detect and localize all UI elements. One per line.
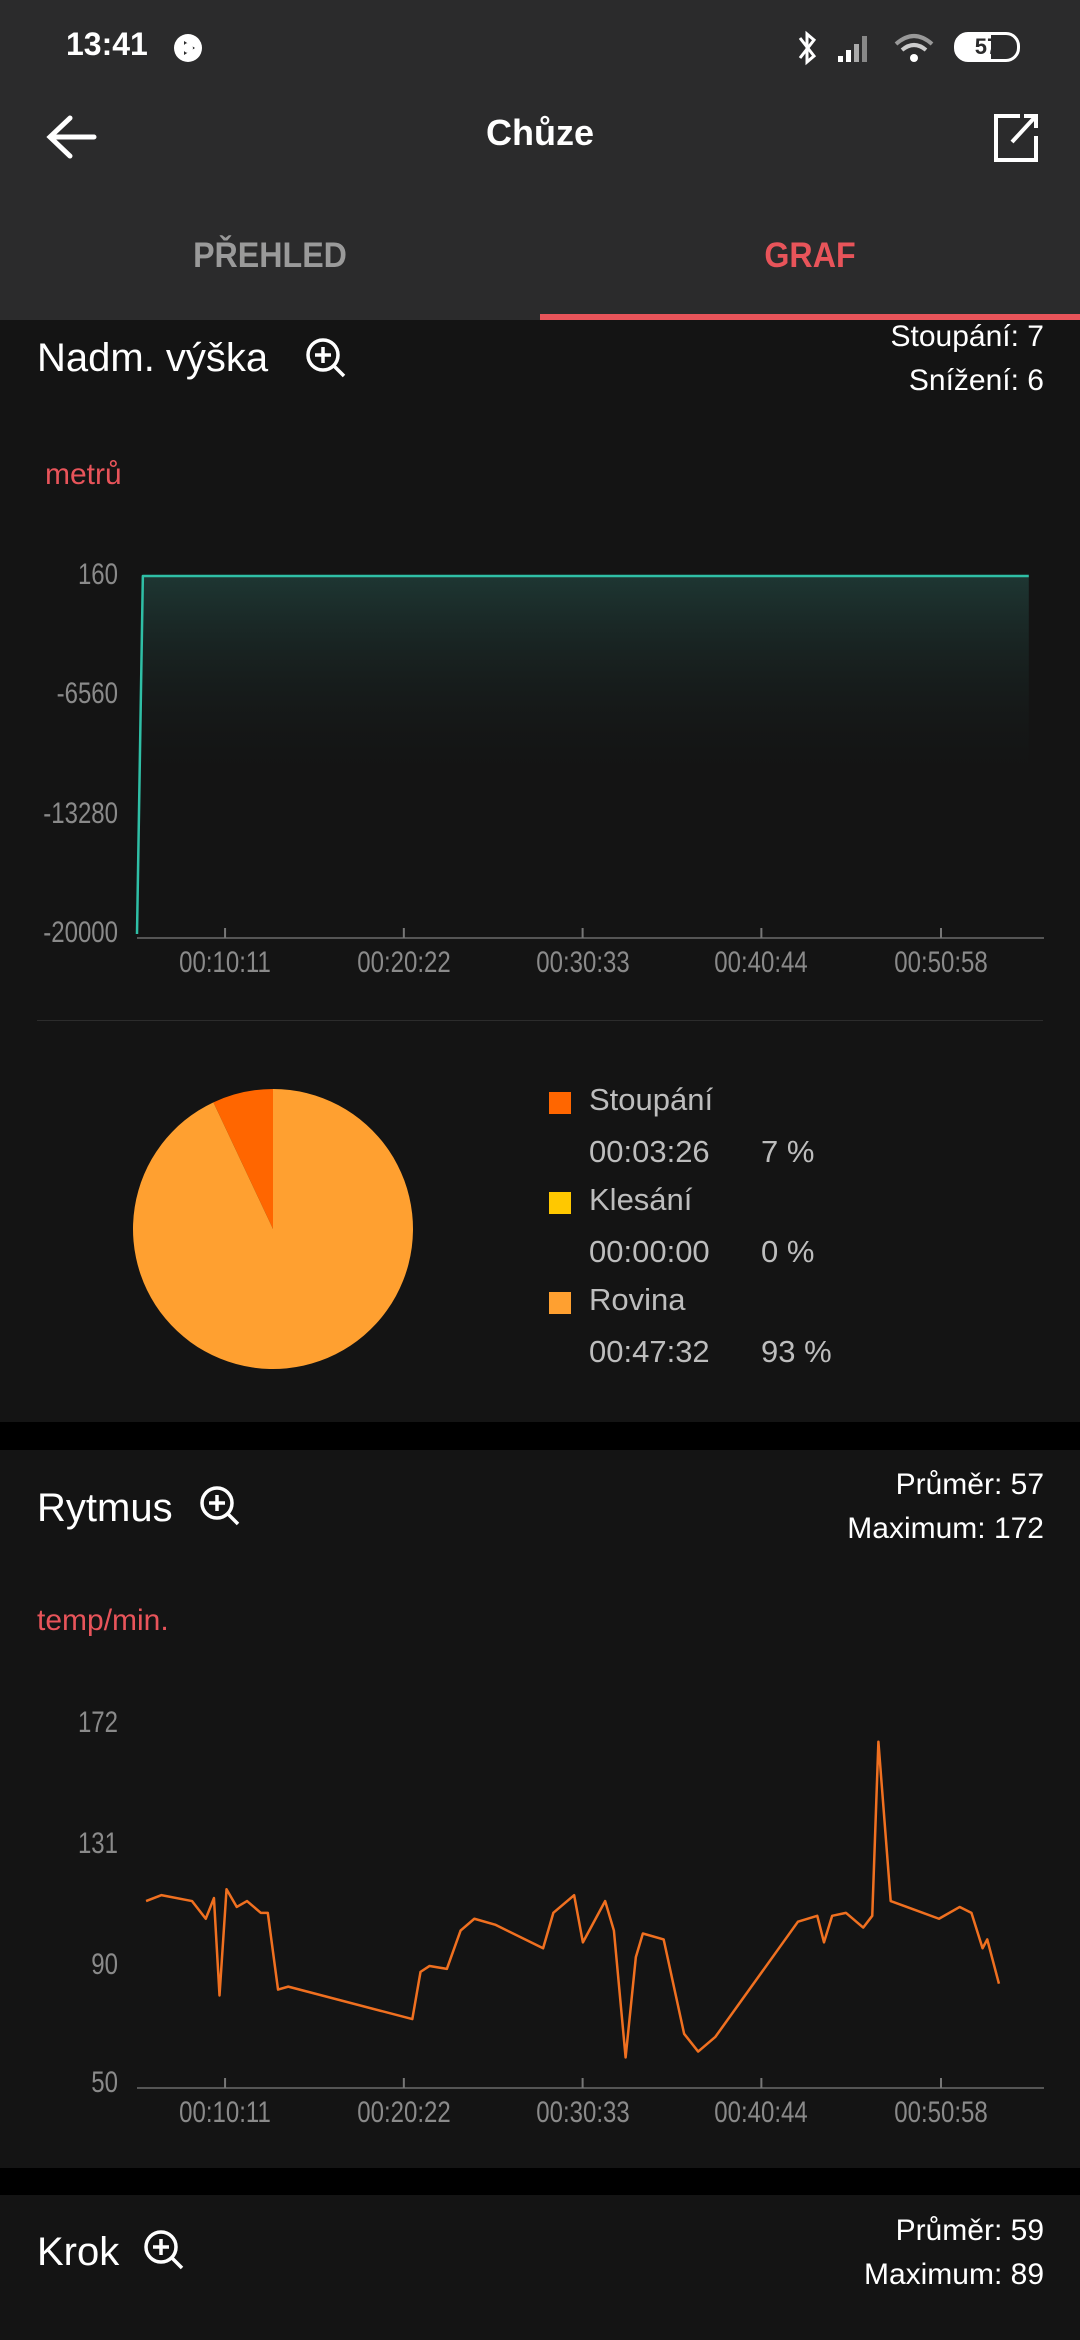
elevation-title: Nadm. výška bbox=[37, 336, 269, 380]
legend-swatch bbox=[549, 1092, 571, 1114]
series-line bbox=[145, 1740, 1001, 2059]
legend-label: Rovina bbox=[589, 1282, 686, 1317]
area-fill bbox=[142, 576, 1029, 934]
x-tick-label: 00:10:11 bbox=[179, 2096, 271, 2129]
x-tick-label: 00:30:33 bbox=[535, 946, 630, 979]
legend-percent: 7 % bbox=[761, 1134, 815, 1169]
elevation-ascent: Stoupání: 7 bbox=[890, 320, 1044, 353]
step-average: Průměr: 59 bbox=[895, 2214, 1044, 2247]
series-line bbox=[135, 574, 1029, 935]
battery-level: 57 bbox=[974, 34, 1000, 59]
tab-graf[interactable]: GRAF bbox=[764, 236, 856, 275]
legend-percent: 93 % bbox=[761, 1334, 832, 1369]
x-tick-label: 00:40:44 bbox=[714, 946, 809, 979]
legend-label: Klesání bbox=[589, 1182, 693, 1217]
arrow-left-icon[interactable] bbox=[44, 112, 100, 162]
signal-icon bbox=[838, 36, 867, 62]
y-tick-label: 160 bbox=[77, 558, 118, 591]
y-tick-label: 90 bbox=[91, 1947, 118, 1981]
x-tick-label: 00:30:33 bbox=[535, 2096, 630, 2129]
cadence-maximum: Maximum: 172 bbox=[847, 1512, 1044, 1545]
zoom-in-icon[interactable] bbox=[304, 336, 348, 382]
cadence-unit: temp/min. bbox=[37, 1604, 169, 1637]
step-title: Krok bbox=[37, 2230, 120, 2274]
status-time: 13:41 bbox=[66, 26, 148, 62]
cadence-title: Rytmus bbox=[37, 1486, 173, 1530]
cadence-average: Průměr: 57 bbox=[895, 1468, 1044, 1501]
divider bbox=[37, 1020, 1043, 1021]
zoom-in-icon[interactable] bbox=[198, 1484, 242, 1530]
share-external-icon[interactable] bbox=[990, 110, 1042, 166]
media-play-icon bbox=[174, 34, 202, 62]
x-tick-label: 00:50:58 bbox=[894, 2096, 988, 2129]
legend-time: 00:00:00 bbox=[589, 1234, 710, 1269]
legend-time: 00:47:32 bbox=[589, 1334, 710, 1369]
x-tick-label: 00:40:44 bbox=[714, 2096, 809, 2129]
page-title: Chůze bbox=[486, 112, 594, 153]
legend-label: Stoupání bbox=[589, 1082, 714, 1117]
x-tick-label: 00:20:22 bbox=[357, 2096, 451, 2129]
bluetooth-icon bbox=[798, 30, 817, 66]
y-tick-label: -13280 bbox=[43, 796, 119, 830]
x-tick-label: 00:50:58 bbox=[894, 946, 988, 979]
y-tick-label: 50 bbox=[91, 2066, 118, 2099]
zoom-in-icon[interactable] bbox=[142, 2228, 186, 2274]
y-tick-label: -6560 bbox=[56, 677, 118, 711]
legend-swatch bbox=[549, 1192, 571, 1214]
y-tick-label: 172 bbox=[77, 1706, 118, 1739]
elevation-unit: metrů bbox=[45, 458, 122, 491]
legend-time: 00:03:26 bbox=[589, 1134, 710, 1169]
app-header: 13:41 57 Chůze PŘEHLED GRAF bbox=[0, 0, 1080, 321]
battery-icon bbox=[954, 32, 1020, 62]
x-tick-label: 00:10:11 bbox=[179, 946, 271, 979]
y-tick-label: -20000 bbox=[43, 916, 119, 949]
x-tick-label: 00:20:22 bbox=[357, 946, 451, 979]
wifi-icon bbox=[894, 34, 934, 62]
legend-percent: 0 % bbox=[761, 1234, 815, 1269]
pie-slice-rovina bbox=[132, 1089, 413, 1370]
active-tab-indicator bbox=[540, 314, 1080, 321]
tab-prehled[interactable]: PŘEHLED bbox=[193, 236, 347, 275]
y-tick-label: 131 bbox=[77, 1826, 118, 1860]
elevation-descent: Snížení: 6 bbox=[908, 364, 1044, 397]
pie-slice-stoupání bbox=[213, 1089, 273, 1229]
legend-swatch bbox=[549, 1292, 571, 1314]
cadence-card bbox=[0, 1450, 1080, 2168]
step-maximum: Maximum: 89 bbox=[863, 2258, 1044, 2291]
